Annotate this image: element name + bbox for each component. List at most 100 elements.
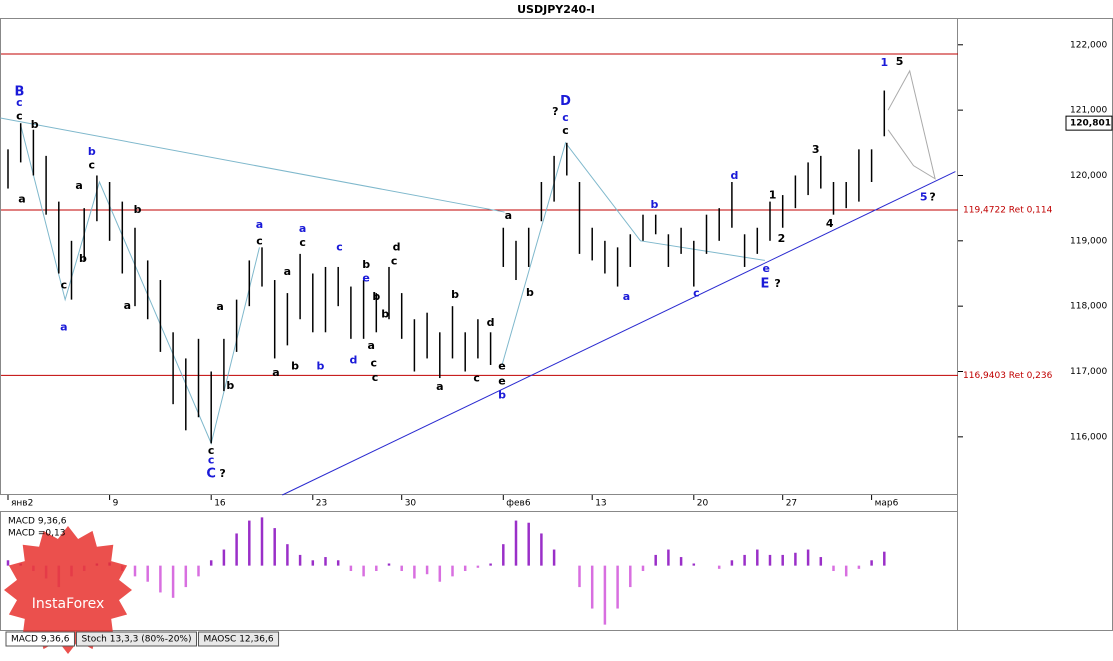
wave-label: 1 bbox=[880, 56, 888, 69]
y-tick-label: 116,000 bbox=[1070, 432, 1107, 442]
x-tick-label: 27 bbox=[786, 499, 797, 509]
wave-label: D bbox=[560, 94, 571, 109]
level-label: 116,9403 Ret 0,236 bbox=[963, 371, 1053, 381]
wave-label: b bbox=[650, 198, 658, 211]
wave-label: 1 bbox=[769, 189, 777, 202]
wave-label: c bbox=[208, 453, 215, 466]
wave-label: d bbox=[487, 316, 495, 329]
wave-label: b bbox=[88, 145, 96, 158]
wave-label: b bbox=[291, 359, 299, 372]
logo-text: InstaForex bbox=[32, 596, 105, 612]
wave-label: ? bbox=[552, 105, 558, 118]
wave-label: b bbox=[79, 252, 87, 265]
wave-label: c bbox=[208, 444, 215, 457]
x-tick-label: янв2 bbox=[11, 499, 33, 509]
wave-label: b bbox=[372, 290, 380, 303]
wave-label: 5 bbox=[920, 191, 928, 204]
wave-label: c bbox=[299, 236, 306, 249]
wave-label: b bbox=[226, 379, 234, 392]
wave-label: a bbox=[299, 222, 306, 235]
wave-label: b bbox=[31, 118, 39, 131]
x-tick-label: 13 bbox=[595, 499, 606, 509]
wave-label: ? bbox=[774, 277, 780, 290]
trend-line bbox=[887, 69, 936, 180]
tab[interactable] bbox=[5, 631, 75, 647]
wave-label: ? bbox=[219, 467, 225, 480]
wave-label: a bbox=[284, 265, 291, 278]
trend-line bbox=[282, 171, 956, 496]
macd-title: MACD 9,36,6 bbox=[8, 517, 67, 527]
x-tick-label: 9 bbox=[113, 499, 119, 509]
wave-label: a bbox=[256, 218, 263, 231]
wave-label: d bbox=[350, 353, 358, 366]
wave-label: b bbox=[526, 286, 534, 299]
wave-label: b bbox=[316, 359, 324, 372]
tab[interactable] bbox=[75, 631, 197, 647]
wave-label: a bbox=[272, 366, 279, 379]
wave-label: 2 bbox=[778, 232, 786, 245]
x-tick-label: мар6 bbox=[875, 499, 899, 509]
tab-label[interactable]: MACD 9,36,6 bbox=[11, 635, 70, 645]
wave-label: a bbox=[216, 300, 223, 313]
wave-label: b bbox=[362, 258, 370, 271]
wave-label: 5 bbox=[896, 55, 904, 68]
trend-line bbox=[501, 141, 765, 366]
y-tick-label: 122,000 bbox=[1070, 40, 1107, 50]
wave-label: B bbox=[14, 84, 24, 99]
last-price-label: 120,801 bbox=[1070, 119, 1111, 129]
wave-label: b bbox=[451, 288, 459, 301]
wave-label: c bbox=[16, 110, 23, 123]
y-tick-label: 117,000 bbox=[1070, 367, 1107, 377]
wave-label: e bbox=[498, 359, 505, 372]
wave-label: 4 bbox=[826, 217, 834, 230]
wave-label: a bbox=[18, 193, 25, 206]
wave-label: a bbox=[505, 209, 512, 222]
wave-label: a bbox=[368, 339, 375, 352]
wave-label: e bbox=[498, 374, 505, 387]
wave-label: c bbox=[89, 159, 96, 172]
trend-line bbox=[20, 125, 260, 445]
level-label: 119,4722 Ret 0,114 bbox=[963, 205, 1053, 215]
wave-label: E bbox=[760, 276, 769, 291]
wave-label: c bbox=[256, 234, 263, 247]
logo-burst bbox=[4, 526, 132, 654]
x-tick-label: 23 bbox=[316, 499, 327, 509]
wave-label: d bbox=[393, 240, 401, 253]
y-tick-label: 121,000 bbox=[1070, 106, 1107, 116]
wave-label: 3 bbox=[812, 143, 820, 156]
y-tick-label: 119,000 bbox=[1070, 236, 1107, 246]
tab[interactable] bbox=[198, 631, 280, 647]
wave-label: b bbox=[381, 308, 389, 321]
tab-label[interactable]: MAOSC 12,36,6 bbox=[204, 635, 274, 645]
x-tick-label: 16 bbox=[214, 499, 226, 509]
wave-label: c bbox=[372, 371, 379, 384]
last-price-box bbox=[1065, 115, 1113, 131]
wave-label: ? bbox=[929, 191, 935, 204]
wave-label: c bbox=[562, 111, 569, 124]
wave-label: c bbox=[562, 124, 569, 137]
wave-label: c bbox=[693, 287, 700, 300]
wave-label: c bbox=[391, 255, 398, 268]
x-tick-label: 20 bbox=[697, 499, 709, 509]
x-tick-label: 30 bbox=[405, 499, 417, 509]
macd-value: MACD =0,13 bbox=[8, 529, 65, 539]
wave-label: a bbox=[436, 380, 443, 393]
wave-label: c bbox=[473, 372, 480, 385]
wave-label: e bbox=[762, 262, 769, 275]
wave-label: d bbox=[731, 169, 739, 182]
wave-label: a bbox=[75, 179, 82, 192]
logo: InstaForex bbox=[4, 526, 132, 654]
chart-title: USDJPY240-I bbox=[517, 3, 595, 16]
wave-label: c bbox=[16, 96, 23, 109]
wave-label: c bbox=[61, 278, 68, 291]
wave-label: c bbox=[370, 357, 377, 370]
wave-label: a bbox=[60, 321, 67, 334]
wave-label: c bbox=[336, 240, 343, 253]
wave-label: a bbox=[124, 299, 131, 312]
tab-label[interactable]: Stoch 13,3,3 (80%-20%) bbox=[81, 635, 191, 645]
wave-label: a bbox=[623, 290, 630, 303]
y-tick-label: 118,000 bbox=[1070, 302, 1107, 312]
trend-line bbox=[0, 117, 505, 213]
